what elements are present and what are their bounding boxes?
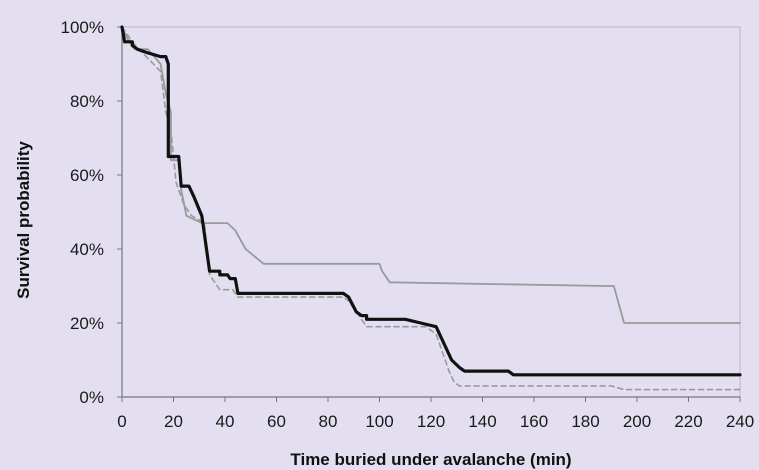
x-tick-label: 40 — [216, 412, 235, 431]
x-tick-label: 160 — [520, 412, 548, 431]
x-tick-label: 80 — [319, 412, 338, 431]
x-tick-label: 180 — [571, 412, 599, 431]
y-tick-label: 40% — [70, 240, 104, 259]
series-layer — [120, 25, 742, 391]
y-tick-label: 20% — [70, 314, 104, 333]
x-tick-label: 20 — [164, 412, 183, 431]
x-tick-label: 120 — [417, 412, 445, 431]
y-tick-label: 0% — [79, 388, 104, 407]
y-tick-label: 80% — [70, 92, 104, 111]
x-tick-label: 100 — [365, 412, 393, 431]
x-tick-label: 200 — [623, 412, 651, 431]
series-line-dashed-grey — [121, 26, 741, 391]
x-axis-title: Time buried under avalanche (min) — [290, 450, 571, 469]
axes-layer — [117, 26, 741, 402]
x-tick-label: 220 — [674, 412, 702, 431]
x-tick-label: 140 — [468, 412, 496, 431]
tick-labels: 0 20 40 60 80 100 120 140 160 180 200 220 240 0% 20% 40… — [61, 18, 755, 431]
series-line-solid-grey — [121, 26, 741, 324]
x-tick-label: 0 — [117, 412, 126, 431]
series-line-solid-thick — [120, 25, 742, 377]
y-tick-label: 100% — [61, 18, 104, 37]
y-axis-title: Survival probability — [14, 141, 33, 299]
x-tick-label: 240 — [726, 412, 754, 431]
y-tick-label: 60% — [70, 166, 104, 185]
x-tick-label: 60 — [267, 412, 286, 431]
